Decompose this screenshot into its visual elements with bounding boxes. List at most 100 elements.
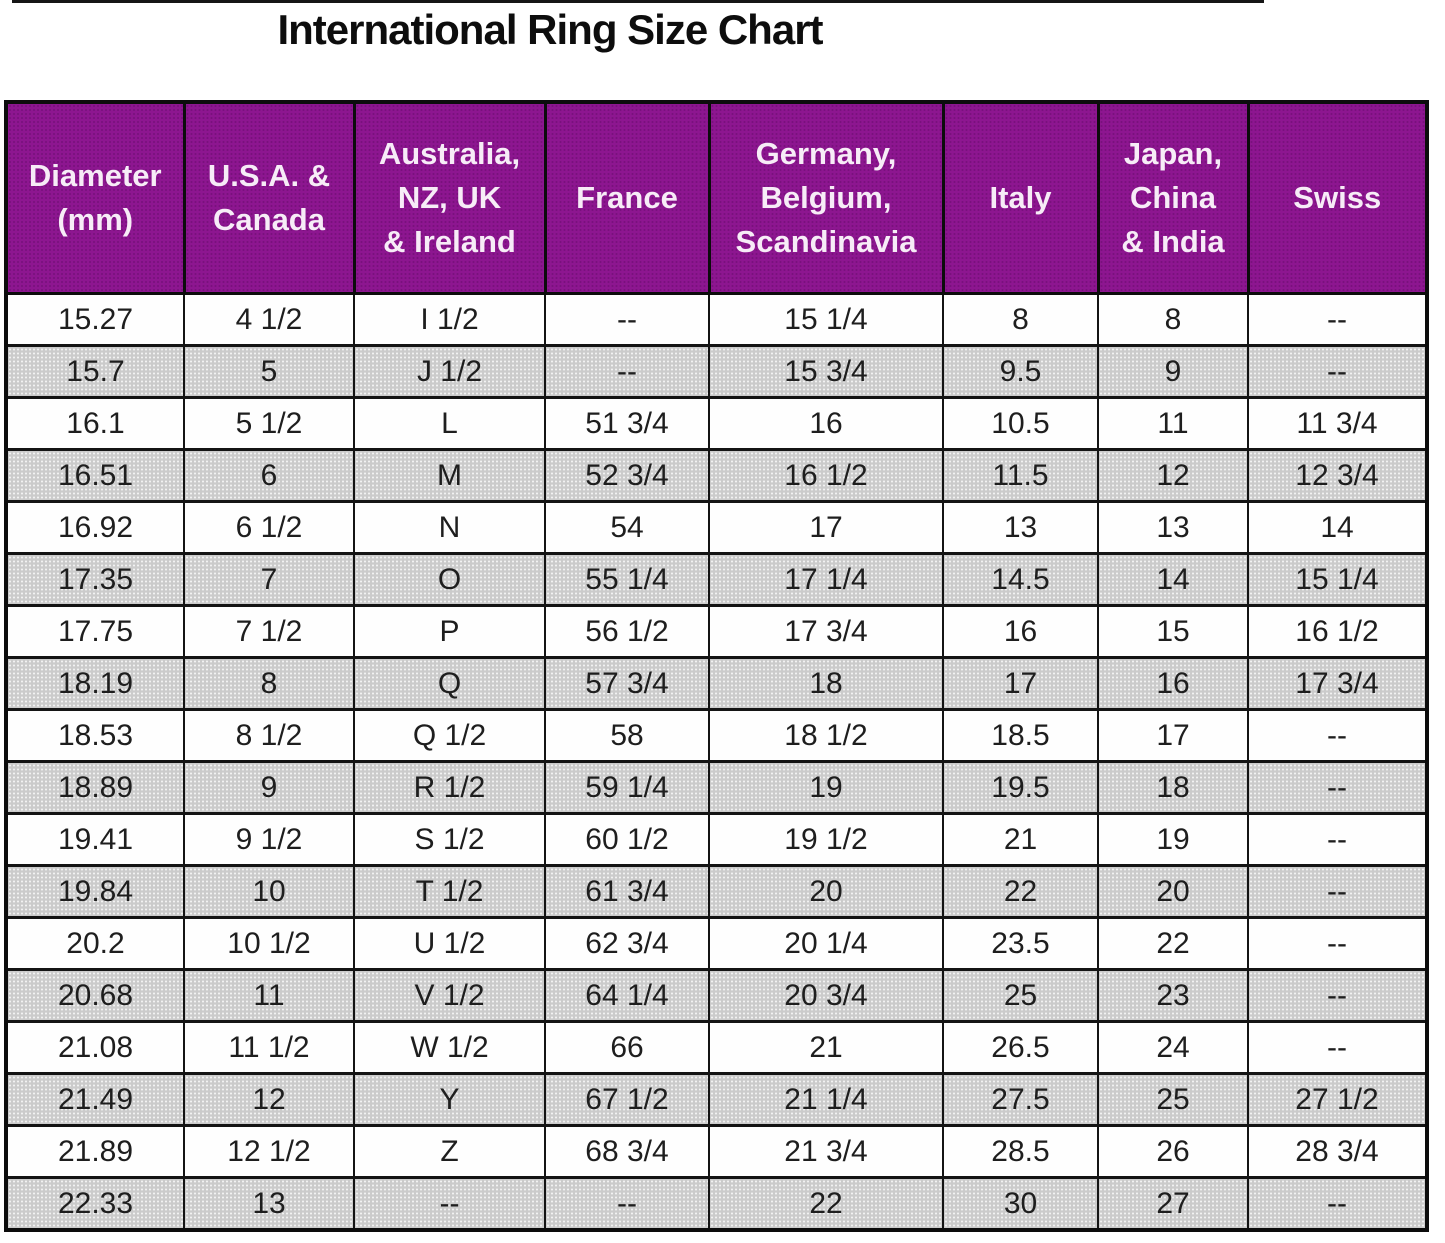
table-cell: T 1/2 [353,864,546,919]
table-cell: I 1/2 [353,292,546,347]
table-cell: 28 3/4 [1247,1124,1428,1179]
table-cell: 8 1/2 [183,708,355,763]
table-cell: 17 [942,656,1099,711]
table-cell: -- [1247,292,1428,347]
table-cell: 15 3/4 [708,344,944,399]
table-cell: 8 [1097,292,1249,347]
table-row: 17.35 7 O 55 1/4 17 1/4 14.5 14 15 1/4 [5,552,1428,607]
table-row: 18.19 8 Q 57 3/4 18 17 16 17 3/4 [5,656,1428,711]
table-cell: 16.51 [5,448,185,503]
table-cell: -- [1247,916,1428,971]
table-cell: Y [353,1072,546,1127]
table-cell: 17 [1097,708,1249,763]
table-cell: 8 [942,292,1099,347]
table-row: 15.7 5 J 1/2 -- 15 3/4 9.5 9 -- [5,344,1428,399]
table-cell: 5 1/2 [183,396,355,451]
table-cell: P [353,604,546,659]
table-cell: 66 [544,1020,710,1075]
chart-title: International Ring Size Chart [277,6,823,53]
table-row: 19.41 9 1/2 S 1/2 60 1/2 19 1/2 21 19 -- [5,812,1428,867]
table-cell: 11 [1097,396,1249,451]
column-header-usa-canada: U.S.A. & Canada [182,100,356,295]
table-row: 21.49 12 Y 67 1/2 21 1/4 27.5 25 27 1/2 [5,1072,1428,1127]
table-cell: 13 [1097,500,1249,555]
table-cell: 16 [942,604,1099,659]
table-cell: Q [353,656,546,711]
table-cell: 18 1/2 [708,708,944,763]
table-body: 15.27 4 1/2 I 1/2 -- 15 1/4 8 8 -- 15.7 5 J 1/2 -- 1… [5,292,1428,1232]
table-cell: 61 3/4 [544,864,710,919]
table-cell: 14 [1247,500,1428,555]
table-cell: 17.35 [5,552,185,607]
table-cell: 12 [183,1072,355,1127]
table-cell: 21 [708,1020,944,1075]
table-cell: 21 1/4 [708,1072,944,1127]
table-cell: 19 [708,760,944,815]
column-header-japan-china-india: Japan, China & India [1096,100,1250,295]
column-header-diameter-mm: Diameter (mm) [4,100,186,295]
table-cell: U 1/2 [353,916,546,971]
table-cell: -- [544,1176,710,1232]
table-cell: -- [1247,1176,1428,1232]
table-cell: Q 1/2 [353,708,546,763]
table-cell: 18.89 [5,760,185,815]
table-cell: 16.92 [5,500,185,555]
table-cell: 9 1/2 [183,812,355,867]
table-cell: 55 1/4 [544,552,710,607]
table-cell: 18.53 [5,708,185,763]
table-cell: -- [544,344,710,399]
table-row: 20.68 11 V 1/2 64 1/4 20 3/4 25 23 -- [5,968,1428,1023]
top-border-line [12,0,1264,3]
table-cell: 16.1 [5,396,185,451]
table-cell: V 1/2 [353,968,546,1023]
table-cell: 15.7 [5,344,185,399]
table-cell: 67 1/2 [544,1072,710,1127]
table-cell: 16 [708,396,944,451]
table-cell: 20.68 [5,968,185,1023]
column-header-australia-nz-uk-ireland: Australia, NZ, UK & Ireland [352,100,547,295]
table-cell: 15 [1097,604,1249,659]
table-cell: 51 3/4 [544,396,710,451]
table-cell: 27.5 [942,1072,1099,1127]
table-cell: 10.5 [942,396,1099,451]
table-cell: 52 3/4 [544,448,710,503]
table-cell: 17 3/4 [708,604,944,659]
column-header-germany-belgium-scandinavia: Germany, Belgium, Scandinavia [707,100,945,295]
table-cell: 19 [1097,812,1249,867]
table-cell: 18.5 [942,708,1099,763]
table-cell: 19.84 [5,864,185,919]
table-cell: 12 3/4 [1247,448,1428,503]
table-cell: 25 [942,968,1099,1023]
table-cell: 21.89 [5,1124,185,1179]
table-cell: 17 3/4 [1247,656,1428,711]
table-cell: -- [353,1176,546,1232]
table-cell: 22 [708,1176,944,1232]
table-cell: 9 [1097,344,1249,399]
table-cell: -- [1247,812,1428,867]
table-cell: 11 1/2 [183,1020,355,1075]
table-row: 20.2 10 1/2 U 1/2 62 3/4 20 1/4 23.5 22 -- [5,916,1428,971]
table-cell: M [353,448,546,503]
table-row: 16.51 6 M 52 3/4 16 1/2 11.5 12 12 3/4 [5,448,1428,503]
column-header-italy: Italy [941,100,1100,295]
table-cell: 28.5 [942,1124,1099,1179]
table-cell: R 1/2 [353,760,546,815]
table-cell: 19.5 [942,760,1099,815]
table-cell: J 1/2 [353,344,546,399]
table-cell: 22 [942,864,1099,919]
table-cell: W 1/2 [353,1020,546,1075]
table-cell: 18 [708,656,944,711]
table-cell: 11 [183,968,355,1023]
table-cell: 22.33 [5,1176,185,1232]
table-cell: Z [353,1124,546,1179]
table-cell: 11.5 [942,448,1099,503]
column-header-swiss: Swiss [1246,100,1429,295]
table-cell: 62 3/4 [544,916,710,971]
table-cell: 18 [1097,760,1249,815]
column-header-france: France [543,100,711,295]
table-cell: 4 1/2 [183,292,355,347]
table-cell: -- [1247,864,1428,919]
table-cell: O [353,552,546,607]
table-cell: 22 [1097,916,1249,971]
